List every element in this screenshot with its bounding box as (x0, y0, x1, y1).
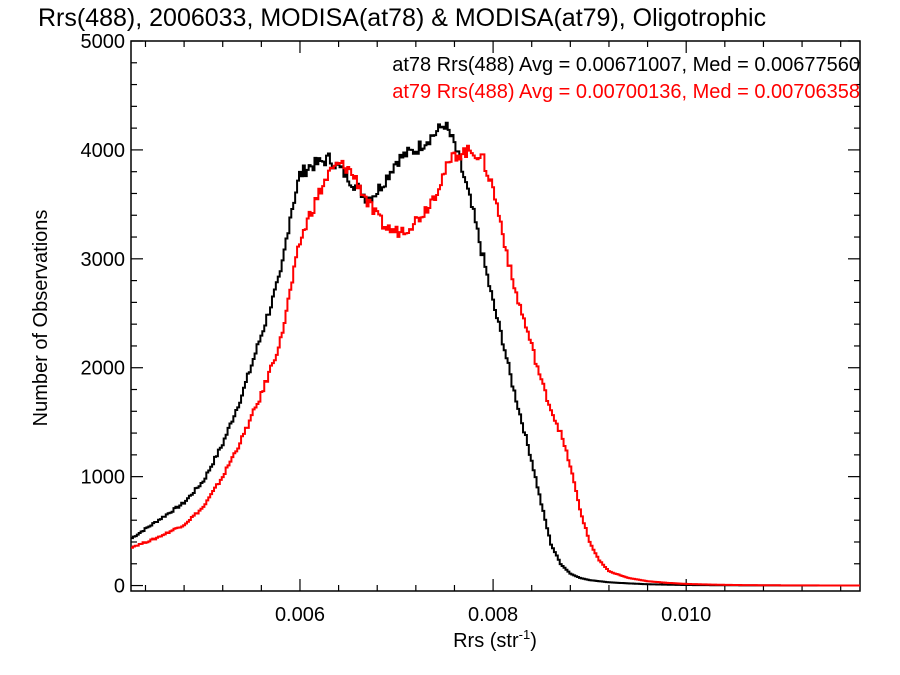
y-axis-label: Number of Observations (30, 210, 52, 427)
legend-annotation-at78: at78 Rrs(488) Avg = 0.00671007, Med = 0.… (392, 54, 860, 76)
series-line-1 (131, 144, 860, 587)
y-tick-label: 2000 (81, 358, 126, 380)
x-tick-label: 0.008 (468, 604, 518, 626)
series-line-0 (131, 121, 860, 587)
plot-frame (130, 40, 861, 592)
y-tick-label: 0 (114, 576, 125, 598)
y-tick-label: 4000 (81, 140, 126, 162)
y-tick-label: 3000 (81, 249, 126, 271)
x-axis-label: Rrs (str-1) (453, 627, 537, 652)
chart-title: Rrs(488), 2006033, MODISA(at78) & MODISA… (38, 4, 766, 32)
series-layer (131, 121, 860, 587)
y-tick-label: 1000 (81, 467, 126, 489)
x-axis-label-superscript: -1 (519, 627, 531, 642)
y-axis: 0 1000 2000 3000 4000 5000 (81, 31, 860, 598)
x-axis-label-text: Rrs (str (453, 630, 519, 652)
x-tick-label: 0.010 (661, 604, 711, 626)
x-axis: 0.006 0.008 0.010 (144, 41, 842, 626)
x-tick-label: 0.006 (275, 604, 325, 626)
x-axis-label-close: ) (530, 630, 537, 652)
y-tick-label: 5000 (81, 31, 126, 53)
legend-annotation-at79: at79 Rrs(488) Avg = 0.00700136, Med = 0.… (392, 81, 860, 103)
plot-border (130, 40, 861, 592)
